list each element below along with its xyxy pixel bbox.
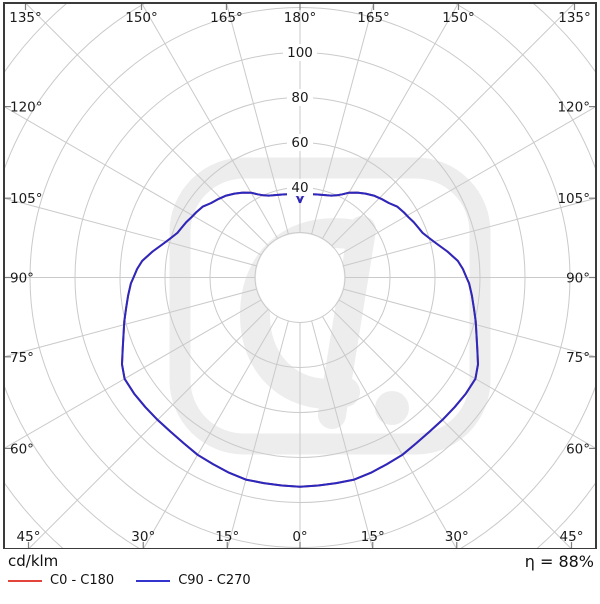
angle-label-150-right: 150° [442,10,475,26]
angle-label-45-left: 45° [17,529,41,545]
angle-label-30-right: 30° [445,529,469,545]
angle-label-105-right: 105° [557,191,590,207]
legend-swatch-blue [136,579,171,582]
spoke-255 [4,197,257,267]
efficiency-label: η = 88% [524,552,594,571]
spoke-285 [4,288,257,358]
watermark-logo [169,157,491,455]
spoke-30 [322,316,458,549]
angle-label-165-left: 165° [210,10,243,26]
spoke-120 [338,106,596,256]
spoke-150 [322,3,460,239]
spoke-300 [4,299,262,449]
spoke-210 [140,3,278,239]
radial-label-bg [287,134,313,151]
radial-label-60: 60 [291,135,308,151]
axis-labels: 0° 15° 15° 30° 30° 45° 45° 60° 60° 75° 75° 90° 90° 10… [9,10,591,545]
legend-label-c0: C0 - C180 [50,573,115,588]
legend-label-c90: C90 - C270 [178,573,251,588]
spoke-225 [24,3,269,247]
angle-ticks [4,3,596,549]
angle-label-90-right: 90° [566,271,590,287]
angle-label-30-left: 30° [131,529,155,545]
legend-swatch-red [8,579,42,582]
angle-label-60-left: 60° [10,441,34,457]
angle-label-120-right: 120° [557,100,590,116]
spoke-165 [311,3,375,235]
radial-label-80: 80 [291,90,308,106]
spoke-15 [311,320,374,549]
radial-label-bg [287,89,313,106]
spoke-45 [331,308,573,549]
spoke-75 [343,288,596,358]
legend-zone: cd/klm η = 88% C0 - C180 C90 - C270 [0,549,600,600]
angle-label-45-right: 45° [560,529,584,545]
spoke-315 [27,308,269,549]
angle-label-135-left: 135° [9,10,42,26]
angle-label-75-left: 75° [10,350,34,366]
angle-label-15-left: 15° [215,529,239,545]
units-label: cd/klm [8,552,59,570]
angle-label-120-left: 120° [10,100,43,116]
intensity-curve-c90-c270 [121,191,479,488]
angle-label-150-left: 150° [125,10,158,26]
polar-center-disc [256,233,344,322]
radial-label-bg [287,179,313,196]
angle-label-60-right: 60° [566,441,590,457]
angle-label-15-right: 15° [361,529,385,545]
legend-item-c0: C0 - C180 [8,573,114,588]
intensity-curves [121,191,479,488]
angle-label-180-right: 180° [284,10,317,26]
radial-label-100: 100 [287,45,313,61]
spoke-240 [4,106,262,256]
legend: C0 - C180 C90 - C270 [8,573,263,588]
angle-label-105-left: 105° [10,191,43,207]
radial-label-bg [283,44,317,61]
legend-item-c90: C90 - C270 [136,573,251,588]
angle-label-90-left: 90° [10,271,34,287]
spoke-330 [142,316,278,549]
spoke-195 [225,3,289,235]
spoke-135 [331,3,576,247]
spoke-60 [338,299,596,449]
angle-label-0-right: 0° [292,529,307,545]
angle-label-135-right: 135° [558,10,591,26]
radial-label-40: 40 [291,180,308,196]
angle-label-165-right: 165° [357,10,390,26]
angle-label-75-right: 75° [566,350,590,366]
spoke-345 [226,320,289,549]
spoke-105 [343,197,596,267]
